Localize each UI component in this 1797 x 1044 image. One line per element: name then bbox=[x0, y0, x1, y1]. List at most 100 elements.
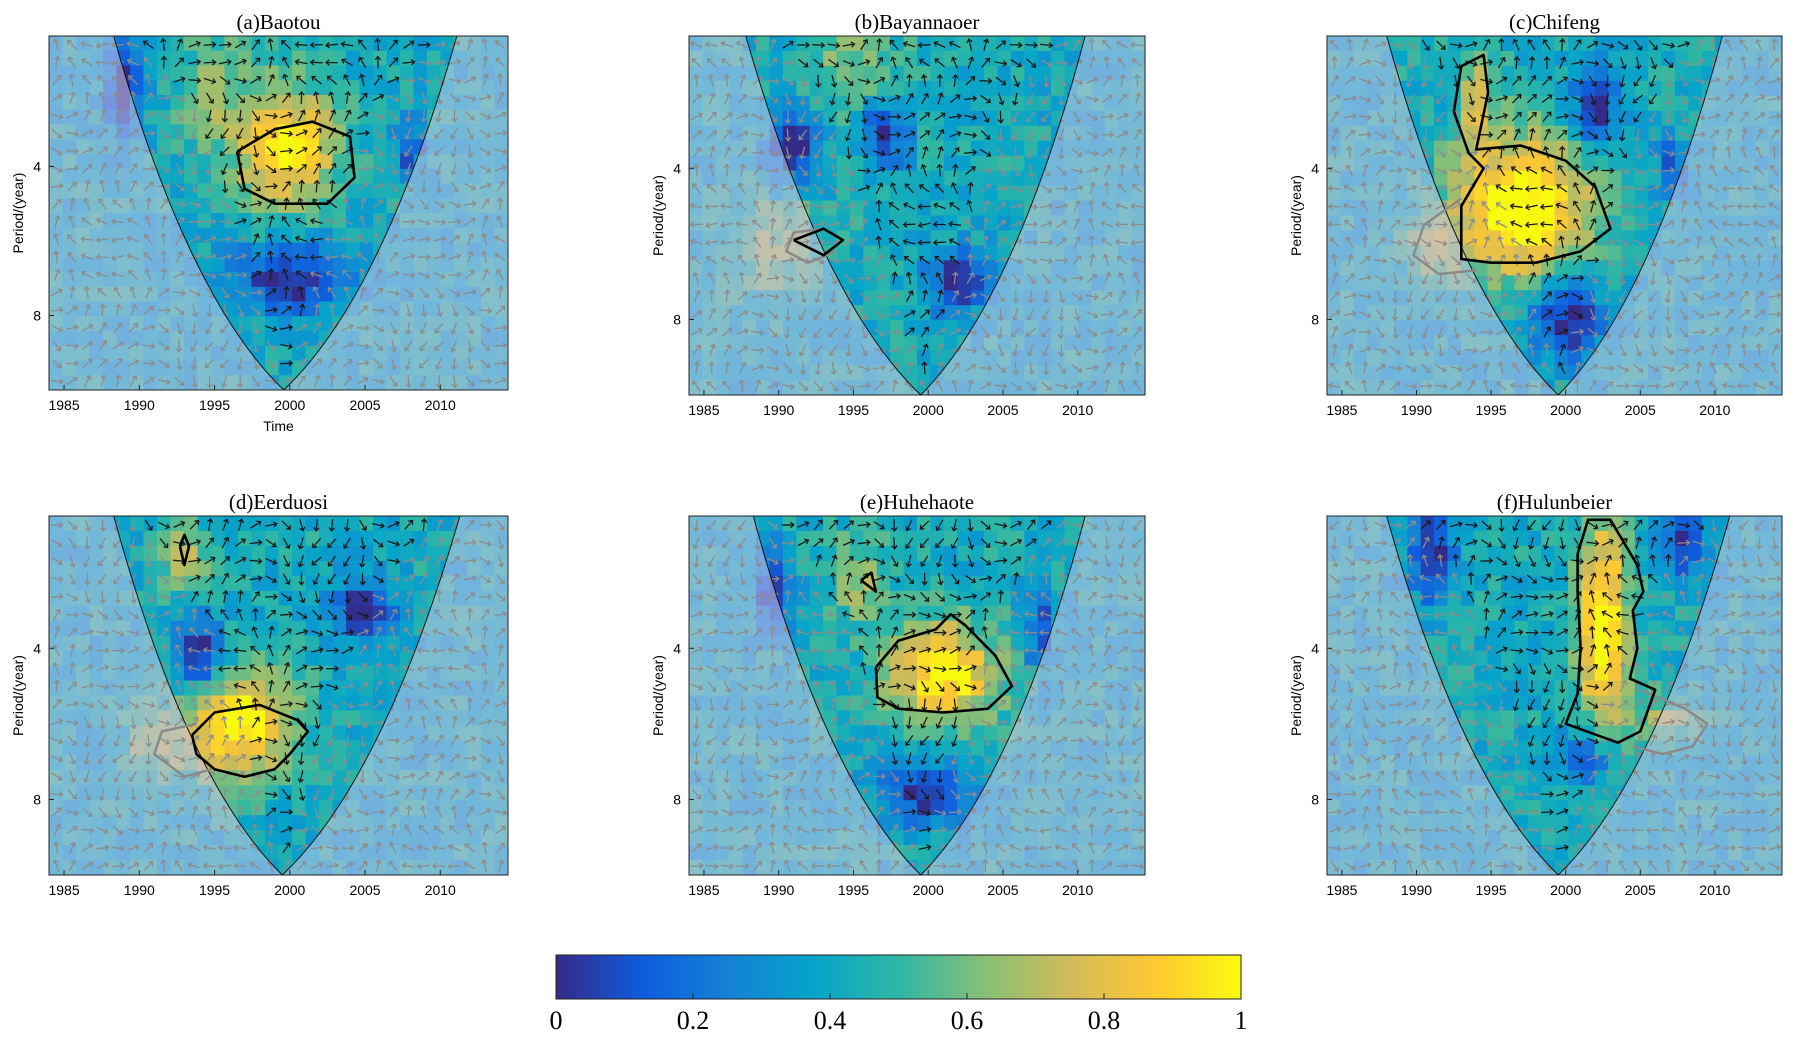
phase-arrow bbox=[1692, 328, 1706, 336]
phase-arrow bbox=[1133, 789, 1142, 800]
phase-arrow bbox=[1723, 237, 1734, 248]
phase-arrow bbox=[1358, 772, 1372, 779]
phase-arrow bbox=[1738, 593, 1752, 600]
phase-arrow bbox=[359, 286, 367, 299]
phase-arrow bbox=[1133, 698, 1140, 712]
phase-arrow bbox=[1376, 787, 1384, 801]
phase-arrow bbox=[1586, 40, 1599, 49]
phase-arrow bbox=[53, 268, 61, 281]
phase-arrow bbox=[236, 357, 243, 371]
phase-arrow bbox=[175, 698, 184, 711]
phase-arrow bbox=[266, 146, 276, 157]
phase-arrow bbox=[1028, 164, 1035, 178]
phase-arrow bbox=[769, 625, 776, 639]
phase-arrow bbox=[903, 593, 916, 601]
phase-arrow bbox=[1418, 826, 1432, 834]
phase-arrow bbox=[690, 594, 704, 601]
phase-arrow bbox=[950, 537, 959, 549]
phase-arrow bbox=[465, 519, 475, 530]
phase-arrow bbox=[844, 92, 852, 106]
phase-arrow bbox=[1630, 629, 1644, 637]
phase-arrow bbox=[1725, 734, 1732, 748]
phase-arrow bbox=[751, 292, 765, 299]
phase-arrow bbox=[1057, 146, 1065, 160]
phase-arrow bbox=[1557, 716, 1566, 729]
phase-arrow bbox=[418, 358, 429, 369]
phase-arrow bbox=[690, 665, 704, 672]
phase-arrow bbox=[980, 309, 991, 320]
phase-arrow bbox=[1540, 791, 1554, 798]
phase-arrow bbox=[360, 536, 367, 550]
phase-arrow bbox=[1027, 290, 1034, 304]
phase-arrow bbox=[1529, 752, 1536, 766]
phase-arrow bbox=[313, 518, 320, 532]
phase-arrow bbox=[98, 537, 106, 550]
x-tick-label: 1985 bbox=[688, 402, 719, 418]
phase-arrow bbox=[783, 609, 793, 620]
phase-arrow bbox=[145, 286, 153, 299]
phase-arrow bbox=[1085, 347, 1099, 355]
phase-arrow bbox=[1509, 185, 1523, 192]
phase-arrow bbox=[298, 572, 305, 586]
phase-arrow bbox=[812, 204, 826, 211]
phase-arrow bbox=[159, 555, 169, 567]
phase-arrow bbox=[95, 42, 109, 49]
phase-arrow bbox=[858, 843, 869, 853]
phase-arrow bbox=[767, 309, 778, 319]
phase-arrow bbox=[388, 252, 398, 263]
phase-arrow bbox=[420, 109, 427, 123]
phase-arrow bbox=[813, 93, 822, 106]
phase-arrow bbox=[826, 862, 840, 870]
phase-arrow bbox=[693, 73, 700, 87]
phase-arrow bbox=[1496, 129, 1507, 140]
phase-arrow bbox=[951, 752, 958, 766]
phase-arrow bbox=[404, 145, 413, 157]
phase-arrow bbox=[51, 324, 63, 333]
phase-arrow bbox=[203, 218, 217, 225]
phase-arrow bbox=[1131, 58, 1143, 67]
phase-arrow bbox=[1074, 326, 1081, 339]
phase-arrow bbox=[1418, 843, 1432, 851]
phase-arrow bbox=[720, 629, 735, 636]
phase-arrow bbox=[1437, 344, 1445, 358]
phase-arrow bbox=[737, 147, 747, 158]
phase-arrow bbox=[372, 538, 384, 548]
phase-arrow bbox=[857, 58, 871, 66]
phase-arrow bbox=[1057, 555, 1066, 567]
phase-arrow bbox=[1525, 827, 1539, 834]
phase-arrow bbox=[1452, 859, 1459, 873]
phase-arrow bbox=[1772, 253, 1779, 267]
phase-arrow bbox=[994, 60, 1008, 67]
phase-arrow bbox=[310, 665, 324, 672]
phase-arrow bbox=[1680, 93, 1688, 106]
phase-arrow bbox=[1662, 150, 1675, 157]
phase-arrow bbox=[83, 770, 90, 783]
phase-arrow bbox=[1344, 556, 1356, 566]
phase-arrow bbox=[65, 809, 79, 817]
phase-arrow bbox=[828, 753, 839, 764]
phase-arrow bbox=[221, 287, 230, 299]
phase-arrow bbox=[1024, 611, 1038, 618]
phase-arrow bbox=[1344, 380, 1355, 391]
phase-arrow bbox=[479, 129, 491, 138]
phase-arrow bbox=[283, 555, 291, 568]
phase-arrow bbox=[721, 809, 734, 817]
phase-arrow bbox=[465, 376, 475, 387]
phase-arrow bbox=[826, 648, 840, 655]
phase-arrow bbox=[1586, 754, 1600, 762]
phase-arrow bbox=[1087, 626, 1095, 639]
phase-arrow bbox=[129, 180, 138, 193]
phase-arrow bbox=[1453, 751, 1460, 765]
phase-arrow bbox=[96, 217, 109, 225]
phase-arrow bbox=[264, 593, 278, 600]
phase-arrow bbox=[906, 361, 914, 374]
phase-arrow bbox=[844, 273, 854, 284]
phase-arrow bbox=[767, 754, 779, 763]
phase-arrow bbox=[1391, 787, 1399, 800]
phase-arrow bbox=[800, 290, 807, 304]
phase-arrow bbox=[264, 521, 278, 528]
phase-arrow bbox=[1677, 40, 1691, 48]
phase-arrow bbox=[129, 286, 136, 299]
phase-arrow bbox=[1768, 790, 1782, 797]
phase-arrow bbox=[980, 94, 992, 104]
